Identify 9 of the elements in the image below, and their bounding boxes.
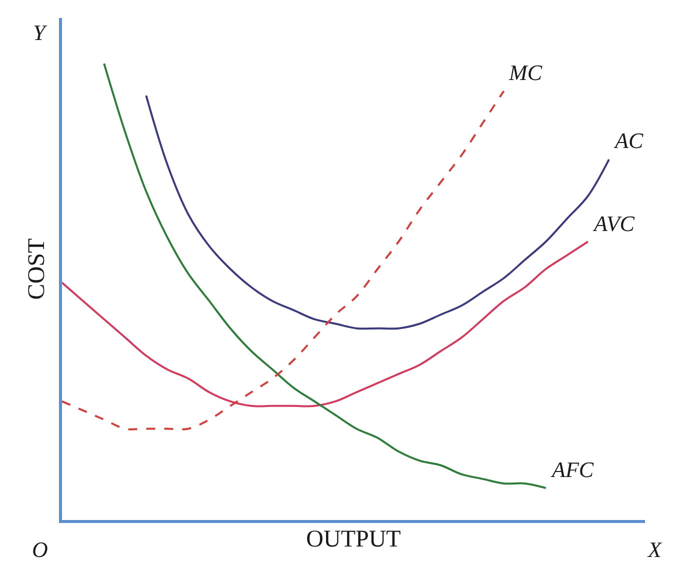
text: X (647, 537, 663, 562)
series-label: AFC (550, 457, 594, 482)
x-axis-title: OUTPUT (306, 526, 402, 552)
series-label: MC (508, 60, 542, 85)
series-label: AC (613, 128, 644, 153)
series-label: AVC (592, 211, 635, 236)
y-axis-title: COST (24, 238, 50, 300)
text: Y (33, 20, 48, 45)
text: O (32, 537, 48, 562)
